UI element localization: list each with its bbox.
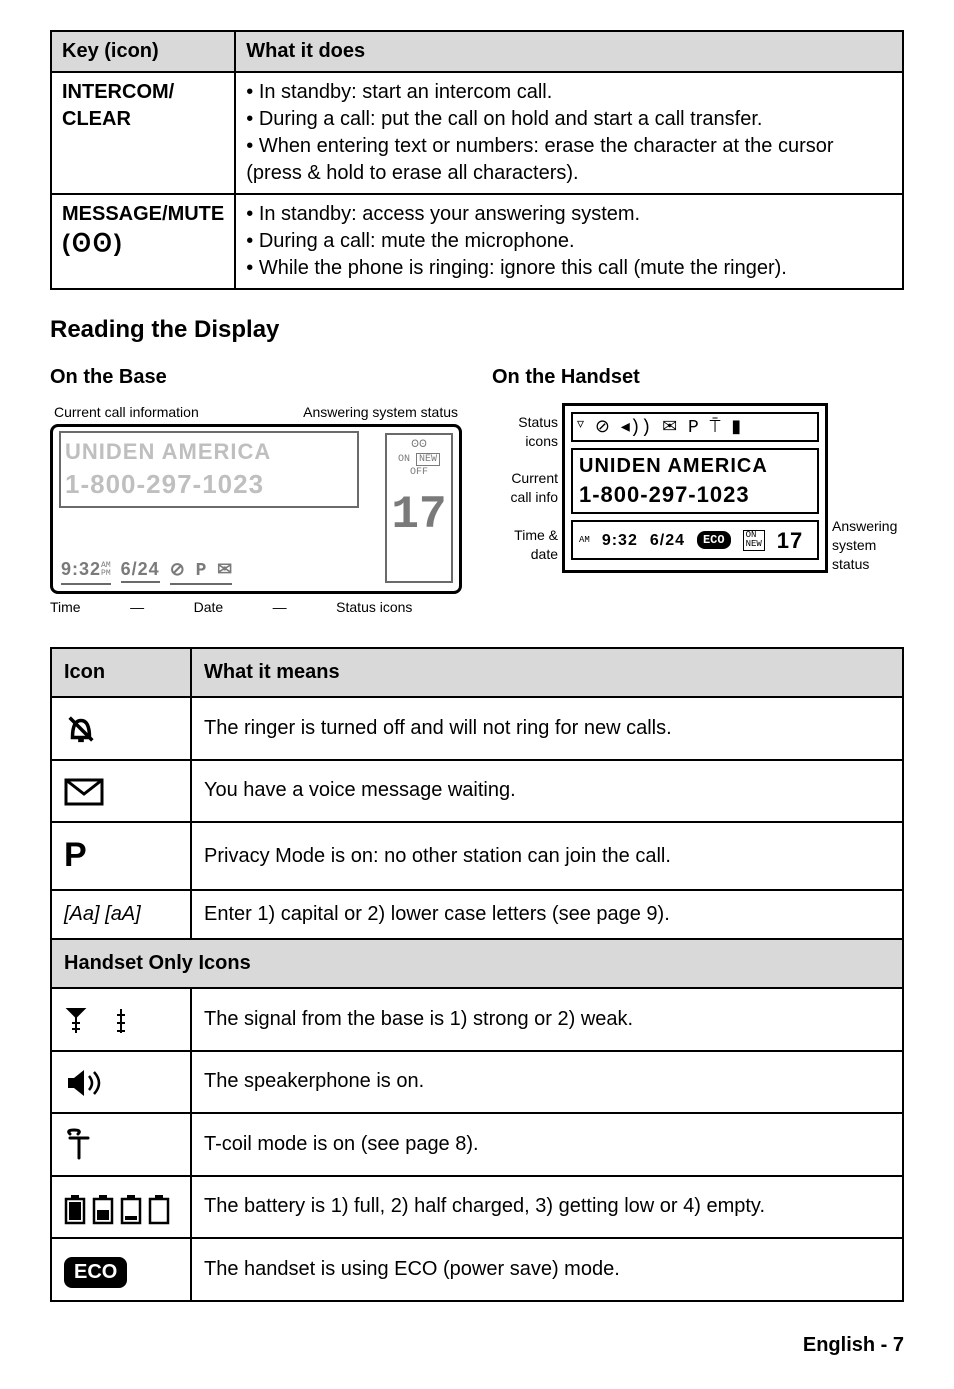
hs-status-row: ⊘ ◂)) ✉ P ⍑ ▮ (595, 418, 741, 438)
icon-meaning: You have a voice message waiting. (191, 760, 903, 823)
icon-meaning: The handset is using ECO (power save) mo… (191, 1238, 903, 1301)
hs-ans-count: 17 (777, 526, 803, 556)
hs-call-number: 1-800-297-1023 (579, 480, 817, 510)
tcoil-icon (51, 1113, 191, 1176)
eco-icon: ECO (51, 1238, 191, 1301)
ans-count: 17 (387, 492, 451, 538)
handset-screen: ▿ ⊘ ◂)) ✉ P ⍑ ▮ UNIDEN AMERICA 1-800-297… (562, 403, 828, 573)
key-message-mute: MESSAGE/MUTE (ꙨꙨ) (51, 194, 235, 289)
key-label: INTERCOM/ (62, 81, 174, 103)
reading-display-heading: Reading the Display (50, 314, 904, 346)
envelope-icon (51, 760, 191, 823)
hs-label-status: Status icons (492, 413, 558, 451)
hs-label-call: Current call info (492, 469, 558, 507)
key-header-1: Key (icon) (51, 31, 235, 72)
key-table: Key (icon) What it does INTERCOM/ CLEAR … (50, 30, 904, 290)
hs-label-ans: Answering system status (832, 517, 904, 574)
icon-header-1: Icon (51, 648, 191, 697)
icon-header-2: What it means (191, 648, 903, 697)
bullet: In standby: start an intercom call. (246, 79, 892, 106)
call-number: 1-800-297-1023 (65, 467, 353, 502)
display-diagrams: On the Base Current call information Ans… (50, 364, 904, 617)
tape-icon: (ꙨꙨ) (62, 230, 124, 257)
base-heading: On the Base (50, 364, 462, 391)
icon-meaning: Enter 1) capital or 2) lower case letter… (191, 890, 903, 939)
base-label-date: Date (194, 598, 224, 617)
key-header-2: What it does (235, 31, 903, 72)
base-screen: UNIDEN AMERICA 1-800-297-1023 ꙨꙨ ON NEW … (50, 424, 462, 594)
hs-ampm: AM (579, 536, 590, 545)
ringer-off-icon (51, 697, 191, 760)
bullet: During a call: mute the microphone. (246, 228, 892, 255)
hs-time: 9:32 (602, 530, 638, 552)
speaker-icon (51, 1051, 191, 1114)
hs-label-timedate: Time & date (492, 526, 558, 564)
key-label: MESSAGE/MUTE (62, 203, 224, 225)
handset-only-header: Handset Only Icons (51, 939, 903, 988)
icon-meaning: The signal from the base is 1) strong or… (191, 988, 903, 1051)
signal-icon (51, 988, 191, 1051)
key-message-mute-desc: In standby: access your answering system… (235, 194, 903, 289)
base-date: 6/24 (121, 557, 160, 583)
key-intercom: INTERCOM/ CLEAR (51, 72, 235, 194)
ans-new: NEW (416, 453, 440, 466)
icon-meaning: The speakerphone is on. (191, 1051, 903, 1114)
icon-meaning: Privacy Mode is on: no other station can… (191, 822, 903, 890)
icon-table: Icon What it means The ringer is turned … (50, 647, 904, 1301)
bullet: When entering text or numbers: erase the… (246, 133, 892, 187)
bullet: While the phone is ringing: ignore this … (246, 255, 892, 282)
ans-off: OFF (387, 466, 451, 480)
base-status-icons: ⊘ P ✉ (170, 559, 233, 585)
hs-call-name: UNIDEN AMERICA (579, 453, 817, 480)
hs-eco-badge: ECO (697, 531, 731, 549)
bullet: In standby: access your answering system… (246, 201, 892, 228)
hs-new: NEW (746, 539, 762, 549)
key-label: CLEAR (62, 108, 131, 130)
base-label-status: Status icons (336, 598, 412, 617)
base-label-callinfo: Current call information (54, 403, 199, 422)
base-label-ans: Answering system status (303, 403, 458, 422)
ans-on: ON (398, 454, 410, 465)
icon-meaning: The ringer is turned off and will not ri… (191, 697, 903, 760)
key-intercom-desc: In standby: start an intercom call. Duri… (235, 72, 903, 194)
icon-meaning: T-coil mode is on (see page 8). (191, 1113, 903, 1176)
call-name: UNIDEN AMERICA (65, 437, 353, 467)
handset-heading: On the Handset (492, 364, 904, 391)
page-footer: English - 7 (50, 1332, 904, 1359)
battery-icon (51, 1176, 191, 1239)
bullet: During a call: put the call on hold and … (246, 106, 892, 133)
base-time: 9:32 (61, 559, 101, 579)
hs-on: ON (746, 530, 757, 540)
base-display: On the Base Current call information Ans… (50, 364, 462, 617)
base-label-time: Time (50, 598, 81, 617)
icon-meaning: The battery is 1) full, 2) half charged,… (191, 1176, 903, 1239)
case-icon: [Aa] [aA] (51, 890, 191, 939)
privacy-icon: P (51, 822, 191, 890)
hs-date: 6/24 (650, 530, 685, 552)
handset-display: On the Handset Status icons Current call… (492, 364, 904, 617)
